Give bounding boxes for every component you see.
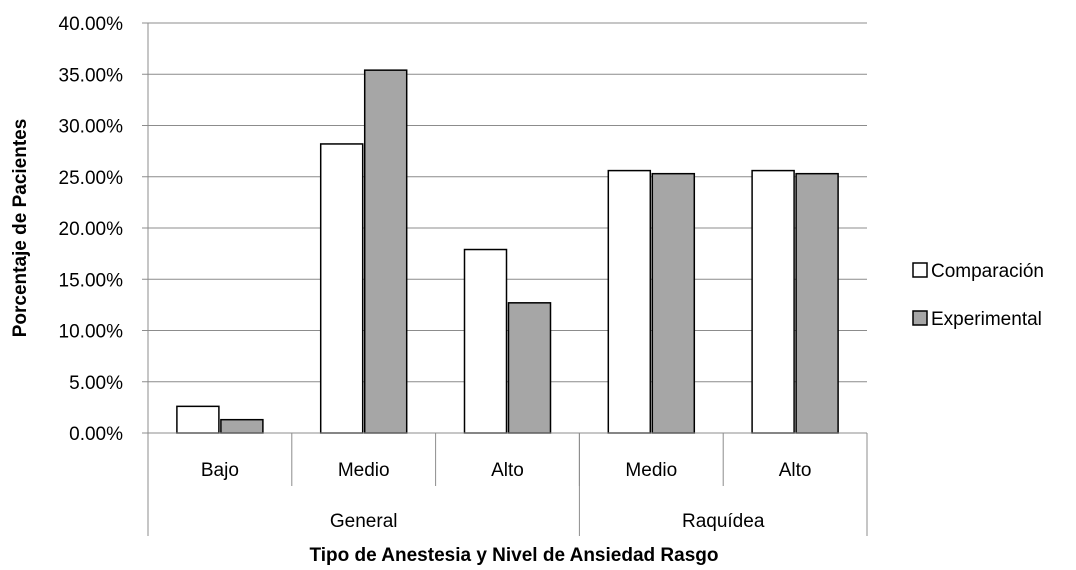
- bar-experimental-1: [220, 418, 264, 434]
- x-axis-title: Tipo de Anestesia y Nivel de Ansiedad Ra…: [310, 545, 719, 566]
- legend-swatch-experimental: [912, 310, 928, 326]
- x-group-label: Raquídea: [682, 511, 765, 532]
- y-axis-ticks: 0.00% 5.00% 10.00% 15.00% 20.00% 25.00% 30.00%…: [59, 14, 148, 445]
- bar-comparacion-1: [176, 405, 220, 434]
- x-tick-label: Medio: [338, 460, 390, 481]
- bars: [176, 69, 839, 434]
- bar-experimental-5: [795, 172, 839, 434]
- y-tick-label: 30.00%: [59, 117, 124, 138]
- bar-comparacion-4: [607, 169, 652, 434]
- y-tick-label: 0.00%: [69, 424, 123, 445]
- x-tick-label: Alto: [779, 460, 812, 481]
- y-tick-label: 5.00%: [69, 373, 123, 394]
- legend-swatch-comparacion: [912, 262, 928, 278]
- bar-experimental-2: [363, 69, 408, 434]
- y-tick-label: 10.00%: [59, 322, 124, 343]
- y-tick-label: 15.00%: [59, 270, 124, 291]
- y-axis-title: Porcentaje de Pacientes: [10, 119, 31, 338]
- x-axis: Bajo Medio Alto Medio Alto General Raquídea: [147, 23, 868, 536]
- gridlines: [148, 22, 867, 383]
- x-group-label: General: [330, 511, 398, 532]
- y-tick-label: 35.00%: [59, 65, 124, 86]
- bar-experimental-3: [507, 302, 552, 434]
- bar-comparacion-5: [751, 169, 795, 434]
- x-tick-label: Medio: [625, 460, 677, 481]
- y-tick-label: 40.00%: [59, 14, 124, 35]
- y-tick-label: 20.00%: [59, 219, 124, 240]
- y-tick-label: 25.00%: [59, 168, 124, 189]
- x-tick-label: Alto: [491, 460, 524, 481]
- legend: Comparación Experimental: [912, 261, 1044, 330]
- bar-comparacion-3: [463, 248, 508, 434]
- legend-label-experimental: Experimental: [931, 309, 1042, 330]
- bar-comparacion-2: [319, 143, 364, 434]
- x-tick-label: Bajo: [201, 460, 239, 481]
- legend-label-comparacion: Comparación: [931, 261, 1044, 282]
- bar-experimental-4: [651, 172, 696, 434]
